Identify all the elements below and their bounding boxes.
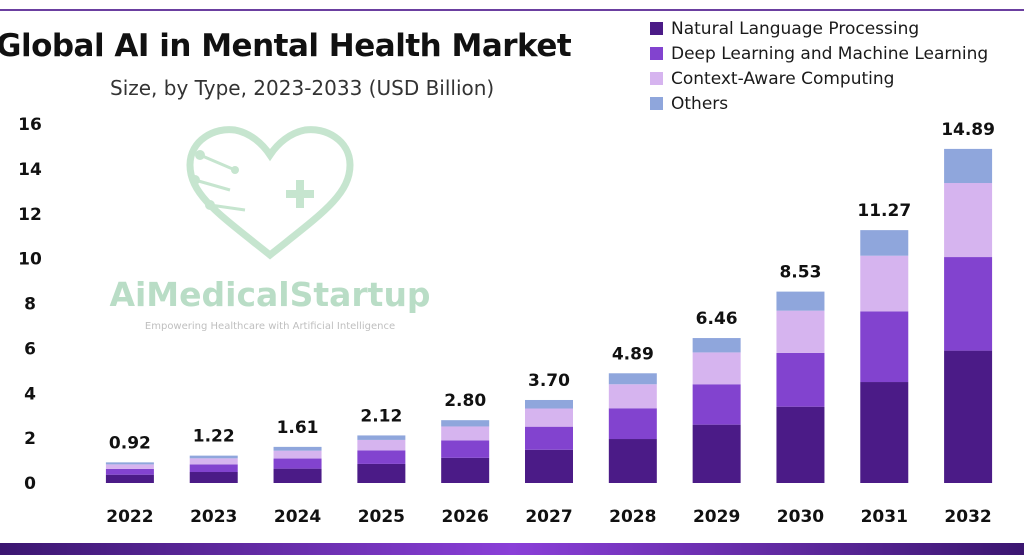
x-tick-label: 2032 [944, 507, 991, 527]
bar-segment-4-2022 [105, 462, 154, 465]
x-tick-label: 2024 [274, 507, 321, 527]
watermark-tagline: Empowering Healthcare with Artificial In… [144, 321, 396, 332]
y-tick-label: 2 [24, 429, 36, 449]
x-tick-label: 2030 [777, 507, 824, 527]
watermark-heart-icon [186, 126, 354, 260]
x-tick-label: 2028 [609, 507, 656, 527]
bar-segment-3-2032 [944, 183, 993, 258]
bar-segment-4-2024 [273, 446, 322, 451]
bar-segment-4-2029 [692, 338, 741, 353]
bar-segment-2-2030 [776, 352, 825, 407]
bar-segment-1-2030 [776, 406, 825, 483]
watermark: AiMedicalStartup Empowering Healthcare w… [100, 115, 440, 340]
bar-segment-2-2026 [441, 440, 490, 458]
y-tick-label: 8 [24, 295, 36, 315]
bar-segment-3-2024 [273, 450, 322, 459]
chart-title: Global AI in Mental Health Market [0, 28, 572, 64]
legend-swatch [650, 47, 663, 60]
bar-segment-4-2032 [944, 148, 993, 184]
legend-label: Context-Aware Computing [671, 68, 895, 89]
bar-segment-4-2027 [525, 399, 573, 409]
total-value-label: 4.89 [612, 344, 654, 364]
y-tick-label: 12 [18, 205, 42, 225]
bar-segment-3-2025 [357, 439, 406, 451]
bar-segment-3-2026 [441, 426, 490, 441]
y-tick-label: 14 [18, 160, 42, 180]
total-value-label: 3.70 [528, 371, 570, 391]
bar-segment-2-2025 [357, 450, 406, 464]
bar-segment-2-2032 [944, 257, 993, 351]
bar-segment-3-2027 [525, 408, 573, 427]
top-rule [0, 9, 1024, 11]
legend-swatch [650, 97, 663, 110]
bar-segment-3-2031 [860, 255, 909, 312]
bar-segment-1-2026 [441, 457, 490, 483]
x-tick-label: 2023 [190, 507, 237, 527]
total-value-label: 6.46 [696, 309, 738, 329]
bar-segment-2-2031 [860, 311, 909, 383]
bar-segment-2-2022 [105, 468, 154, 475]
bar-segment-4-2030 [776, 291, 825, 311]
bar-segment-1-2025 [357, 463, 406, 483]
x-tick-label: 2031 [861, 507, 908, 527]
bar-segment-2-2024 [273, 458, 322, 469]
legend-item-nlp: Natural Language Processing [650, 16, 988, 41]
y-tick-label: 16 [18, 115, 42, 135]
bar-segment-4-2023 [189, 455, 238, 459]
x-tick-label: 2029 [693, 507, 740, 527]
bar-segment-1-2022 [105, 474, 154, 483]
y-tick-label: 4 [24, 384, 36, 404]
total-value-label: 8.53 [779, 263, 821, 283]
bar-segment-1-2024 [273, 468, 322, 483]
bar-segment-3-2022 [105, 464, 154, 469]
bar-segment-1-2027 [525, 449, 573, 483]
legend-label: Deep Learning and Machine Learning [671, 43, 989, 64]
bar-segment-4-2025 [357, 435, 406, 440]
chart-subtitle: Size, by Type, 2023-2033 (USD Billion) [110, 76, 495, 100]
legend-item-context-aware: Context-Aware Computing [650, 66, 988, 91]
bar-segment-1-2023 [189, 472, 238, 483]
bar-segment-4-2026 [441, 420, 490, 427]
x-tick-label: 2027 [525, 507, 572, 527]
total-value-label: 2.80 [444, 391, 486, 411]
y-tick-label: 10 [18, 250, 42, 270]
bar-segment-1-2032 [944, 350, 993, 483]
bar-segment-3-2023 [189, 458, 238, 465]
legend-label: Others [671, 93, 729, 114]
watermark-name: AiMedicalStartup [109, 275, 431, 314]
legend: Natural Language Processing Deep Learnin… [650, 16, 988, 116]
total-value-label: 0.92 [109, 433, 151, 453]
total-value-label: 2.12 [360, 406, 402, 426]
legend-swatch [650, 72, 663, 85]
bar-segment-2-2028 [608, 408, 657, 440]
legend-item-deep-learning: Deep Learning and Machine Learning [650, 41, 988, 66]
bottom-band [0, 543, 1024, 555]
bar-segment-1-2029 [692, 424, 741, 483]
bar-segment-3-2029 [692, 352, 741, 385]
bar-segment-4-2031 [860, 230, 909, 256]
legend-swatch [650, 22, 663, 35]
bar-segment-2-2023 [189, 464, 238, 473]
bar-segment-1-2031 [860, 382, 909, 483]
bar-segment-2-2027 [525, 426, 573, 450]
bar-segment-4-2028 [608, 373, 657, 385]
legend-label: Natural Language Processing [671, 18, 920, 39]
bar-segment-3-2030 [776, 310, 825, 353]
y-tick-label: 6 [24, 339, 36, 359]
bar-segment-1-2028 [608, 439, 657, 483]
total-value-label: 14.89 [941, 120, 995, 140]
x-tick-label: 2025 [358, 507, 405, 527]
total-value-label: 1.61 [277, 418, 319, 438]
total-value-label: 1.22 [193, 427, 235, 447]
total-value-label: 11.27 [857, 201, 911, 221]
bar-segment-3-2028 [608, 384, 657, 409]
x-tick-label: 2026 [442, 507, 489, 527]
legend-item-others: Others [650, 91, 988, 116]
bar-segment-2-2029 [692, 384, 741, 425]
x-tick-label: 2022 [106, 507, 153, 527]
y-tick-label: 0 [24, 474, 36, 494]
